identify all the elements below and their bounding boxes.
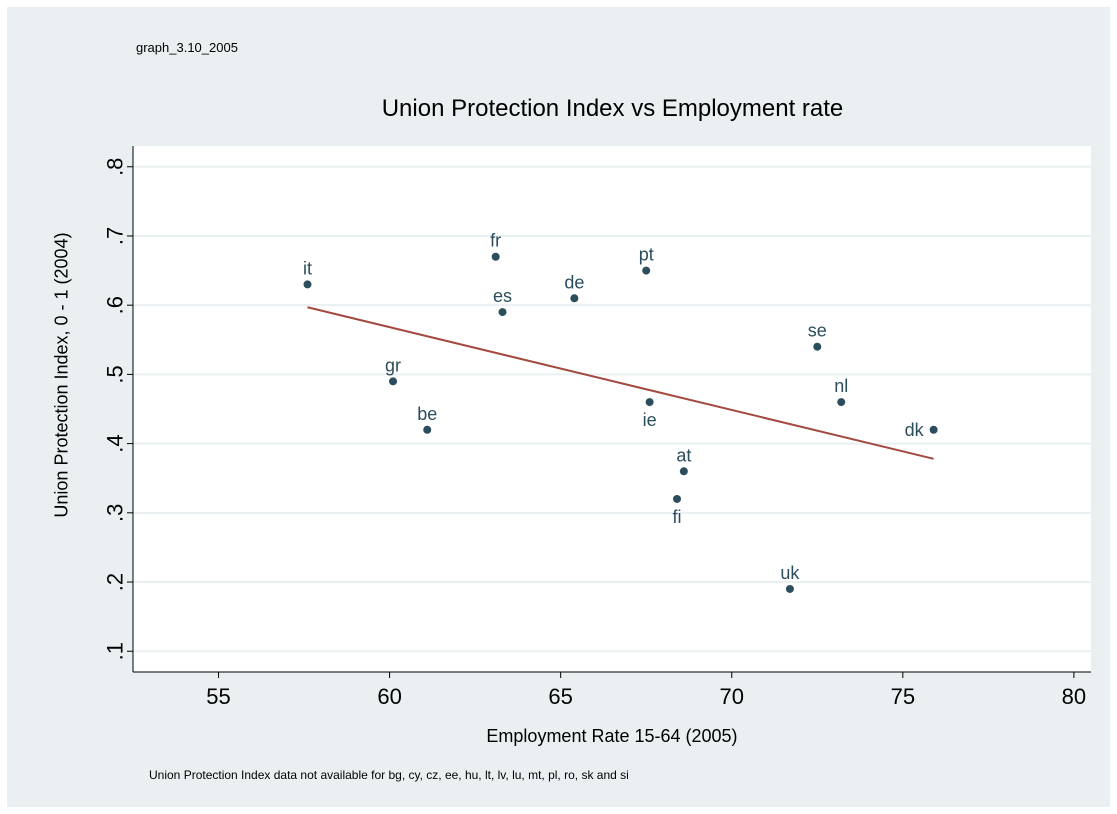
point-label-be: be <box>417 404 437 424</box>
y-tick-label: .5 <box>103 365 128 383</box>
point-label-se: se <box>808 321 827 341</box>
footnote: Union Protection Index data not availabl… <box>149 768 629 782</box>
data-point-ie <box>645 398 654 407</box>
y-tick-label: .6 <box>103 296 128 314</box>
point-label-es: es <box>493 286 512 306</box>
x-tick-label: 70 <box>720 684 744 709</box>
data-point-it <box>303 280 312 289</box>
data-point-gr <box>389 377 398 386</box>
y-tick-label: .7 <box>103 227 128 245</box>
axes: .1 .2 .3 .4 .5 .6 .7 .8 55 60 65 70 75 80 <box>103 146 1091 709</box>
grid-lines <box>133 165 1091 653</box>
x-tick-label: 60 <box>377 684 401 709</box>
x-tick-label: 55 <box>206 684 230 709</box>
y-tick-label: .1 <box>103 642 128 660</box>
point-label-pt: pt <box>639 245 654 265</box>
x-axis-label: Employment Rate 15-64 (2005) <box>486 726 738 746</box>
point-label-de: de <box>564 272 584 292</box>
data-marks: it fr es de pt gr be ie se nl dk at fi uk <box>303 231 938 593</box>
x-tick-label: 65 <box>548 684 572 709</box>
plot-area <box>133 146 1091 672</box>
point-label-at: at <box>676 445 691 465</box>
data-point-es <box>498 308 507 317</box>
data-point-nl <box>837 398 846 407</box>
data-point-se <box>813 342 822 351</box>
fit-line <box>307 306 934 460</box>
point-label-it: it <box>303 258 312 278</box>
y-tick-label: .2 <box>103 573 128 591</box>
data-point-uk <box>785 584 794 593</box>
data-point-fi <box>673 494 682 503</box>
point-label-ie: ie <box>643 410 657 430</box>
data-point-pt <box>642 266 651 275</box>
point-label-fr: fr <box>490 231 501 251</box>
data-point-fr <box>491 252 500 261</box>
x-tick-label: 80 <box>1062 684 1086 709</box>
y-tick-label: .4 <box>103 434 128 452</box>
y-tick-label: .3 <box>103 504 128 522</box>
point-label-uk: uk <box>780 563 800 583</box>
point-label-gr: gr <box>385 355 401 375</box>
data-point-at <box>679 467 688 476</box>
point-label-dk: dk <box>905 420 925 440</box>
point-label-fi: fi <box>673 507 682 527</box>
graph-id: graph_3.10_2005 <box>136 40 238 55</box>
x-tick-label: 75 <box>891 684 915 709</box>
chart-title: Union Protection Index vs Employment rat… <box>381 95 844 122</box>
y-tick-label: .8 <box>103 158 128 176</box>
data-point-dk <box>929 425 938 434</box>
data-point-be <box>423 425 432 434</box>
point-label-nl: nl <box>834 376 848 396</box>
data-point-de <box>570 294 579 303</box>
